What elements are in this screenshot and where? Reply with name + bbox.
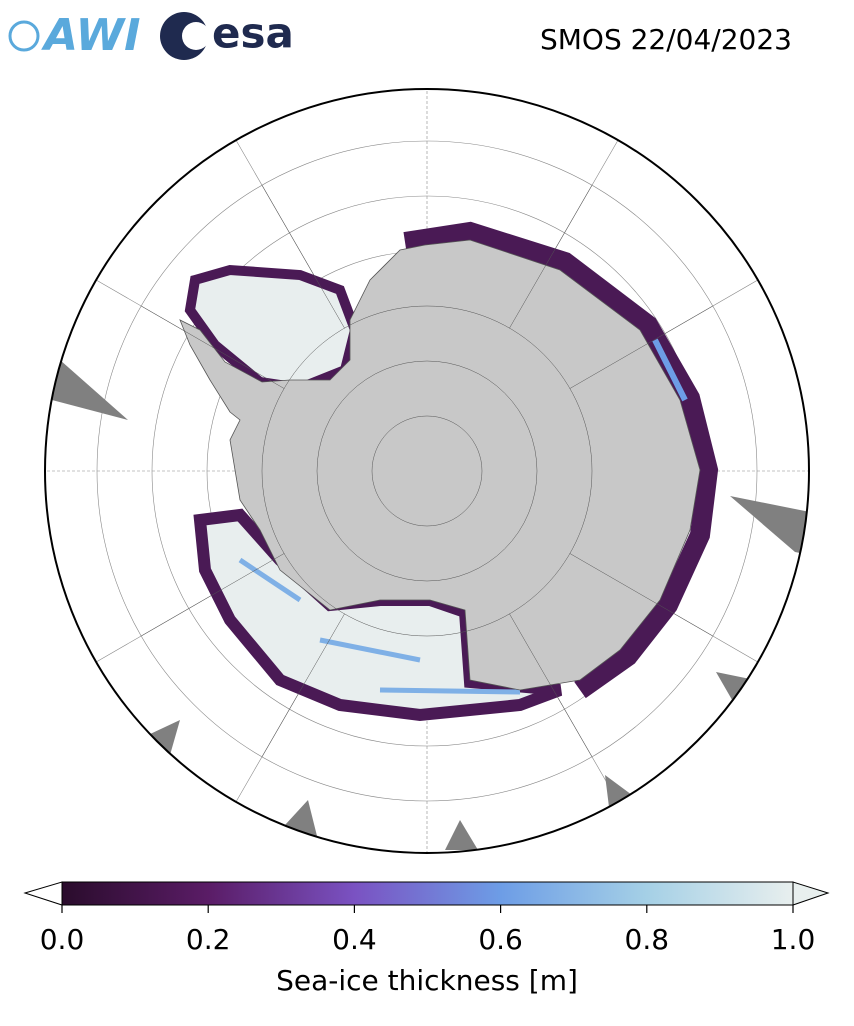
inner-graticule	[141, 185, 713, 757]
colorbar-tick-label: 0.0	[40, 923, 85, 956]
esa-logo: esa	[160, 9, 294, 60]
meridian	[569, 305, 713, 389]
meridian	[509, 613, 593, 757]
colorbar-label: Sea-ice thickness [m]	[276, 964, 578, 997]
title: SMOS 22/04/2023	[540, 23, 792, 56]
colorbar-tick-label: 0.6	[478, 923, 523, 956]
antarctica	[179, 239, 701, 691]
colorbar-extend-high	[792, 881, 830, 906]
awi-logo-text: AWI	[41, 10, 141, 61]
meridian	[569, 553, 713, 637]
esa-logo-text: esa	[212, 9, 294, 58]
meridian	[141, 553, 285, 637]
meridian	[261, 613, 345, 757]
colorbar-ticks: 0.0 0.2 0.4 0.6 0.8 1.0	[40, 905, 816, 956]
latitude-circle	[371, 415, 483, 527]
colorbar-bar	[61, 881, 794, 906]
colorbar-extend-low	[23, 881, 63, 906]
awi-logo: AWI	[8, 10, 141, 61]
meridian	[141, 305, 285, 389]
colorbar-tick-label: 0.4	[332, 923, 377, 956]
colorbar-tick-label: 1.0	[771, 923, 816, 956]
colorbar	[23, 881, 830, 906]
map-area	[45, 89, 809, 853]
meridian	[509, 185, 593, 329]
map-border	[44, 88, 810, 854]
meridian	[261, 185, 345, 329]
colorbar-tick-label: 0.8	[625, 923, 670, 956]
colorbar-tick-label: 0.2	[186, 923, 231, 956]
latitude-circle	[261, 305, 593, 637]
latitude-circle	[316, 360, 538, 582]
